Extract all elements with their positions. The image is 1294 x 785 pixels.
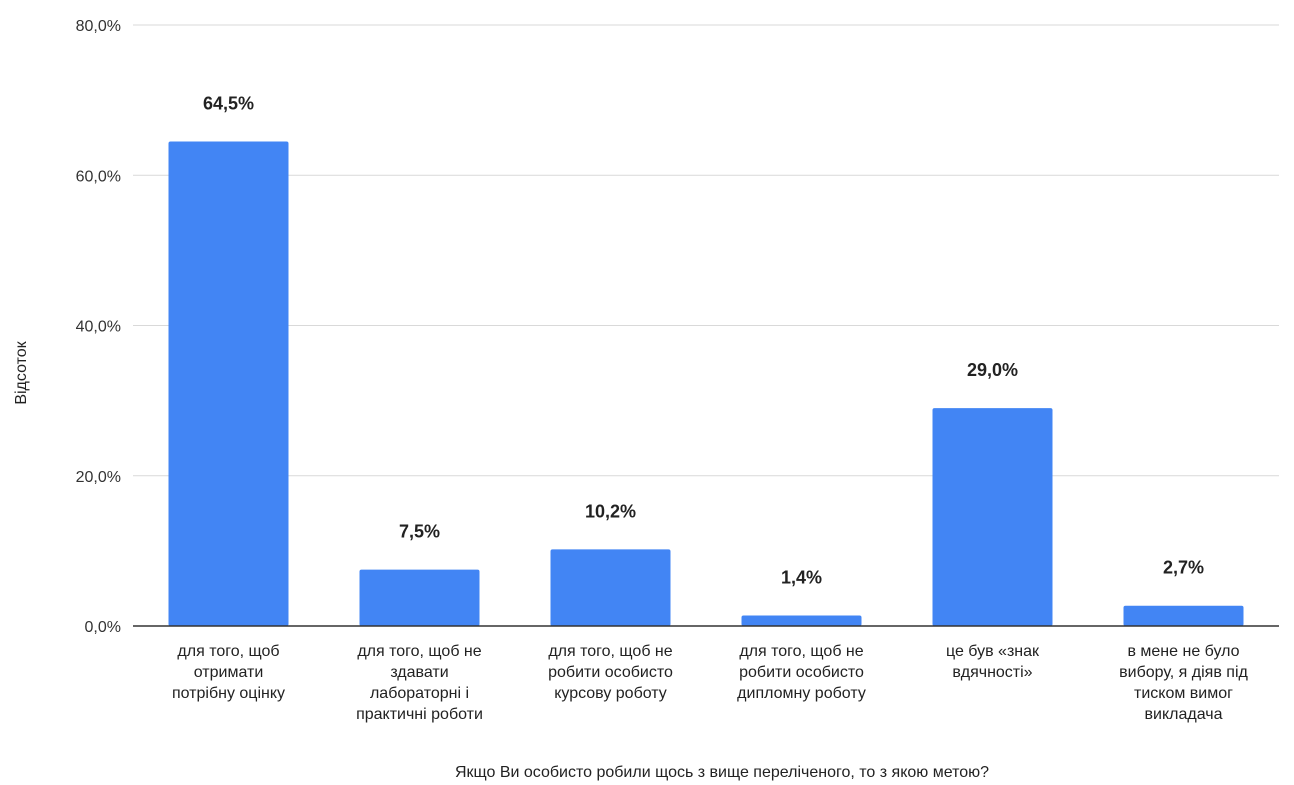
category-label-line: практичні роботи	[356, 706, 483, 723]
category-label: в мене не було вибору, я діяв під тиском в…	[1119, 643, 1248, 723]
category-label-line: робити особисто	[739, 664, 864, 681]
gridlines	[133, 24, 1279, 477]
bar	[741, 615, 862, 626]
category-label-line: потрібну оцінку	[172, 685, 285, 702]
y-tick-label: 80,0%	[76, 18, 121, 35]
category-label-line: дипломну роботу	[737, 685, 866, 702]
category-label: для того, щоб не робити особисто дипломну …	[737, 643, 866, 702]
y-axis-title: Відсоток	[13, 340, 30, 404]
data-label: 7,5%	[399, 522, 440, 542]
data-label: 10,2%	[585, 501, 636, 521]
bar	[550, 549, 671, 626]
x-axis-title: Якщо Ви особисто робили щось з вище пере…	[455, 764, 989, 781]
category-label-line: це був «знак	[946, 643, 1040, 660]
data-labels: 64,5% 7,5% 10,2% 1,4% 29,0% 2,7%	[203, 93, 1204, 587]
bar	[168, 141, 289, 626]
data-label: 2,7%	[1163, 558, 1204, 578]
category-label-line: тиском вимог	[1134, 685, 1233, 702]
data-label: 1,4%	[781, 567, 822, 587]
category-label-line: для того, щоб не	[357, 643, 481, 660]
y-tick-label: 20,0%	[76, 469, 121, 486]
y-tick-label: 0,0%	[85, 619, 121, 636]
data-label: 64,5%	[203, 93, 254, 113]
category-label-line: для того, щоб	[177, 643, 279, 660]
y-axis-ticks: 0,0% 20,0% 40,0% 60,0% 80,0%	[76, 18, 121, 636]
category-label-line: вдячності»	[952, 664, 1032, 681]
category-label-line: отримати	[194, 664, 264, 681]
y-tick-label: 40,0%	[76, 319, 121, 336]
bar	[1123, 605, 1244, 626]
bars	[168, 141, 1244, 626]
category-label: для того, щоб не здавати лабораторні і прак…	[356, 643, 483, 723]
data-label: 29,0%	[967, 360, 1018, 380]
category-label-line: в мене не було	[1127, 643, 1239, 660]
x-axis-categories: для того, щоб отримати потрібну оцінкудля …	[172, 643, 1249, 723]
category-label-line: здавати	[390, 664, 448, 681]
category-label: для того, щоб не робити особисто курсову р…	[548, 643, 673, 702]
category-label-line: викладача	[1145, 706, 1223, 723]
category-label-line: курсову роботу	[554, 685, 667, 702]
category-label-line: для того, щоб не	[739, 643, 863, 660]
category-label-line: лабораторні і	[370, 685, 469, 702]
bar	[359, 569, 480, 626]
category-label-line: робити особисто	[548, 664, 673, 681]
y-tick-label: 60,0%	[76, 168, 121, 185]
category-label-line: для того, щоб не	[548, 643, 672, 660]
category-label: це був «знак вдячності»	[946, 643, 1040, 681]
category-label: для того, щоб отримати потрібну оцінку	[172, 643, 285, 702]
bar	[932, 408, 1053, 626]
category-label-line: вибору, я діяв під	[1119, 664, 1248, 681]
